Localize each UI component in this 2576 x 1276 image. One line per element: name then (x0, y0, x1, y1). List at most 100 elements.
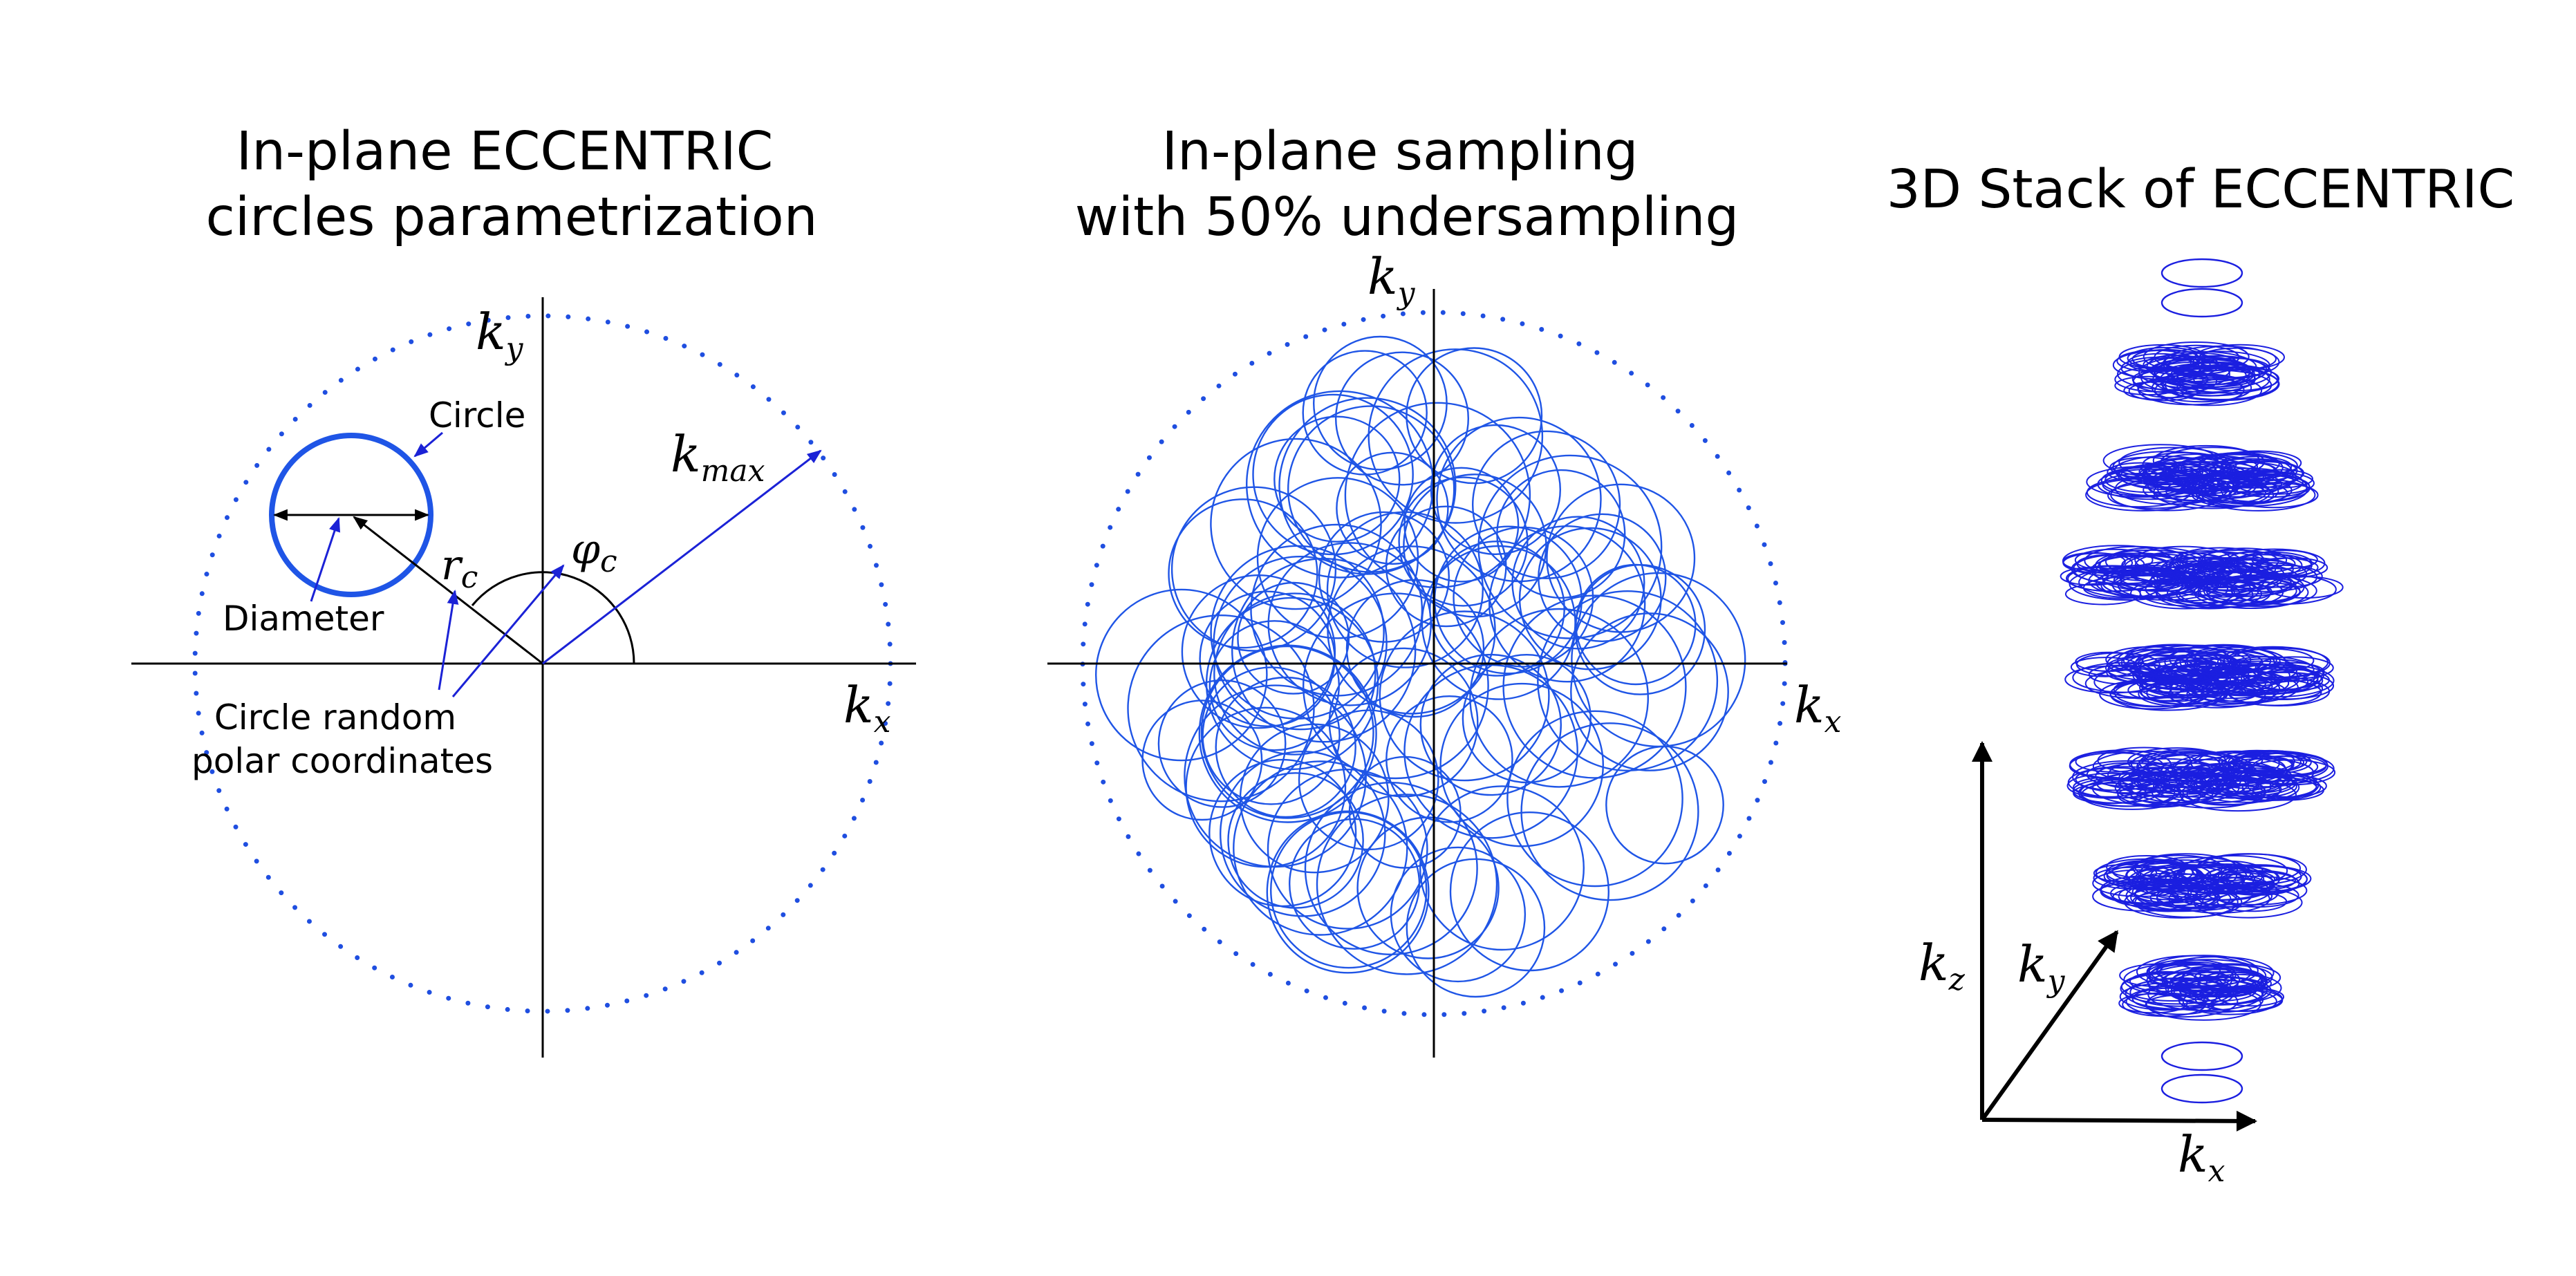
sampling-circle (1570, 612, 1729, 771)
stack-ellipse (2156, 866, 2275, 901)
sampling-circle (1313, 335, 1448, 471)
sampling-circle (1336, 451, 1449, 565)
sampling-circle (1304, 781, 1478, 955)
right-kx-axis (1981, 1110, 2257, 1132)
stack-ellipse (2255, 656, 2334, 679)
stack-ellipse (2106, 865, 2178, 887)
stack-ellipse (2115, 471, 2230, 505)
stack-ellipse (2120, 648, 2222, 678)
stack-ellipse (2171, 558, 2285, 591)
stack-ellipse (2176, 377, 2242, 397)
rc-label: rc (441, 541, 478, 595)
sampling-circle (1385, 695, 1513, 823)
stack-ellipse (2136, 752, 2246, 785)
stack-ellipse (2195, 482, 2267, 504)
right-kx-label: kx (2178, 1125, 2225, 1189)
sampling-circle (1210, 438, 1382, 610)
sampling-circle (1141, 700, 1263, 821)
stack-ellipse (2193, 682, 2259, 702)
polar-arrow-phi (451, 564, 565, 697)
sampling-circle (1220, 751, 1386, 917)
middle-title-line1: In-plane sampling (1161, 121, 1638, 182)
sampling-circle (1334, 351, 1469, 486)
sampling-circle (1213, 556, 1388, 731)
sampling-circle (1518, 527, 1662, 670)
panel-parametrization: In-plane ECCENTRIC circles parametrizati… (131, 121, 916, 1058)
sampling-circle (1250, 523, 1424, 697)
sampling-circle (1328, 647, 1479, 798)
stack-ellipse (2113, 456, 2217, 485)
stack-ellipse (2228, 749, 2312, 775)
sampling-circle (1202, 666, 1341, 805)
sampling-circle (1316, 794, 1498, 975)
right-title: 3D Stack of ECCENTRIC (1887, 159, 2515, 221)
sampling-circle (1184, 684, 1368, 868)
stack-ellipse (2066, 772, 2158, 799)
sampling-circle (1170, 486, 1337, 652)
phic-label: φc (571, 525, 617, 579)
stack-ellipse (2205, 581, 2272, 601)
stack-ellipse (2160, 1073, 2243, 1104)
stack-ellipse (2132, 891, 2204, 912)
sampling-circle (1127, 614, 1315, 803)
right-kz-label: kz (1919, 934, 1966, 997)
stack-ellipse (2197, 458, 2304, 489)
sampling-circle (1168, 498, 1318, 649)
stack-ellipse (2173, 563, 2244, 585)
stack-ellipse (2129, 779, 2218, 805)
sampling-circle (1267, 769, 1428, 930)
stack-ellipse (2069, 749, 2172, 780)
stack-ellipse (2218, 987, 2284, 1007)
sampling-circle (1406, 347, 1543, 485)
stack-ellipse (2134, 854, 2223, 881)
sampling-circle (1303, 592, 1489, 780)
stack-ellipse (2232, 475, 2311, 498)
stack-ellipse (2216, 891, 2288, 912)
sampling-circle (1453, 526, 1594, 668)
sampling-circle (1403, 467, 1520, 583)
stack-ellipse (2139, 579, 2235, 607)
sampling-circle (1215, 676, 1356, 818)
stack-ellipse (2182, 987, 2277, 1015)
sampling-circle (1385, 505, 1507, 628)
sampling-circle (1213, 592, 1376, 756)
sampling-circle (1287, 405, 1455, 573)
phi-arc (471, 571, 635, 664)
stack-ellipse (2266, 576, 2344, 599)
right-ky-axis (1980, 930, 2119, 1121)
stack-ellipse (2242, 756, 2319, 778)
stack-ellipse (2136, 955, 2252, 989)
kmax-label: kmax (671, 425, 765, 489)
sampling-circle (1185, 706, 1347, 868)
stack-ellipse (2146, 682, 2223, 705)
sampling-circle (1278, 397, 1457, 575)
sampling-circle (1472, 430, 1621, 579)
stack-ellipse (2107, 482, 2200, 509)
stack-ellipse (2119, 567, 2187, 588)
sampling-circle (1436, 416, 1602, 583)
stack-ellipse (2194, 470, 2308, 503)
stack-ellipse (2109, 680, 2203, 708)
sampling-circle (1575, 563, 1697, 686)
sampling-circle (1273, 415, 1401, 543)
stack-ellipse (2181, 453, 2284, 483)
polar-arrow-rc (438, 589, 459, 691)
stack-ellipse (2156, 962, 2221, 982)
middle-ky-label: ky (1368, 247, 1416, 311)
sampling-circle (1379, 610, 1550, 782)
sampling-circle (1252, 393, 1414, 556)
stack-ellipse (2186, 681, 2275, 707)
stack-ellipse (2247, 774, 2327, 798)
stack-ellipse (2227, 678, 2322, 706)
sampling-circle (1269, 811, 1428, 969)
sampling-circle (1239, 723, 1390, 874)
sampling-circle (1231, 558, 1417, 743)
stack-ellipse (2103, 861, 2205, 891)
sampling-circle (1095, 588, 1268, 762)
sampling-circle (1605, 745, 1724, 865)
sampling-circle (1421, 545, 1576, 700)
stack-ellipse (2119, 982, 2218, 1011)
stack-ellipse (2195, 655, 2298, 685)
sampling-circle (1571, 572, 1746, 748)
